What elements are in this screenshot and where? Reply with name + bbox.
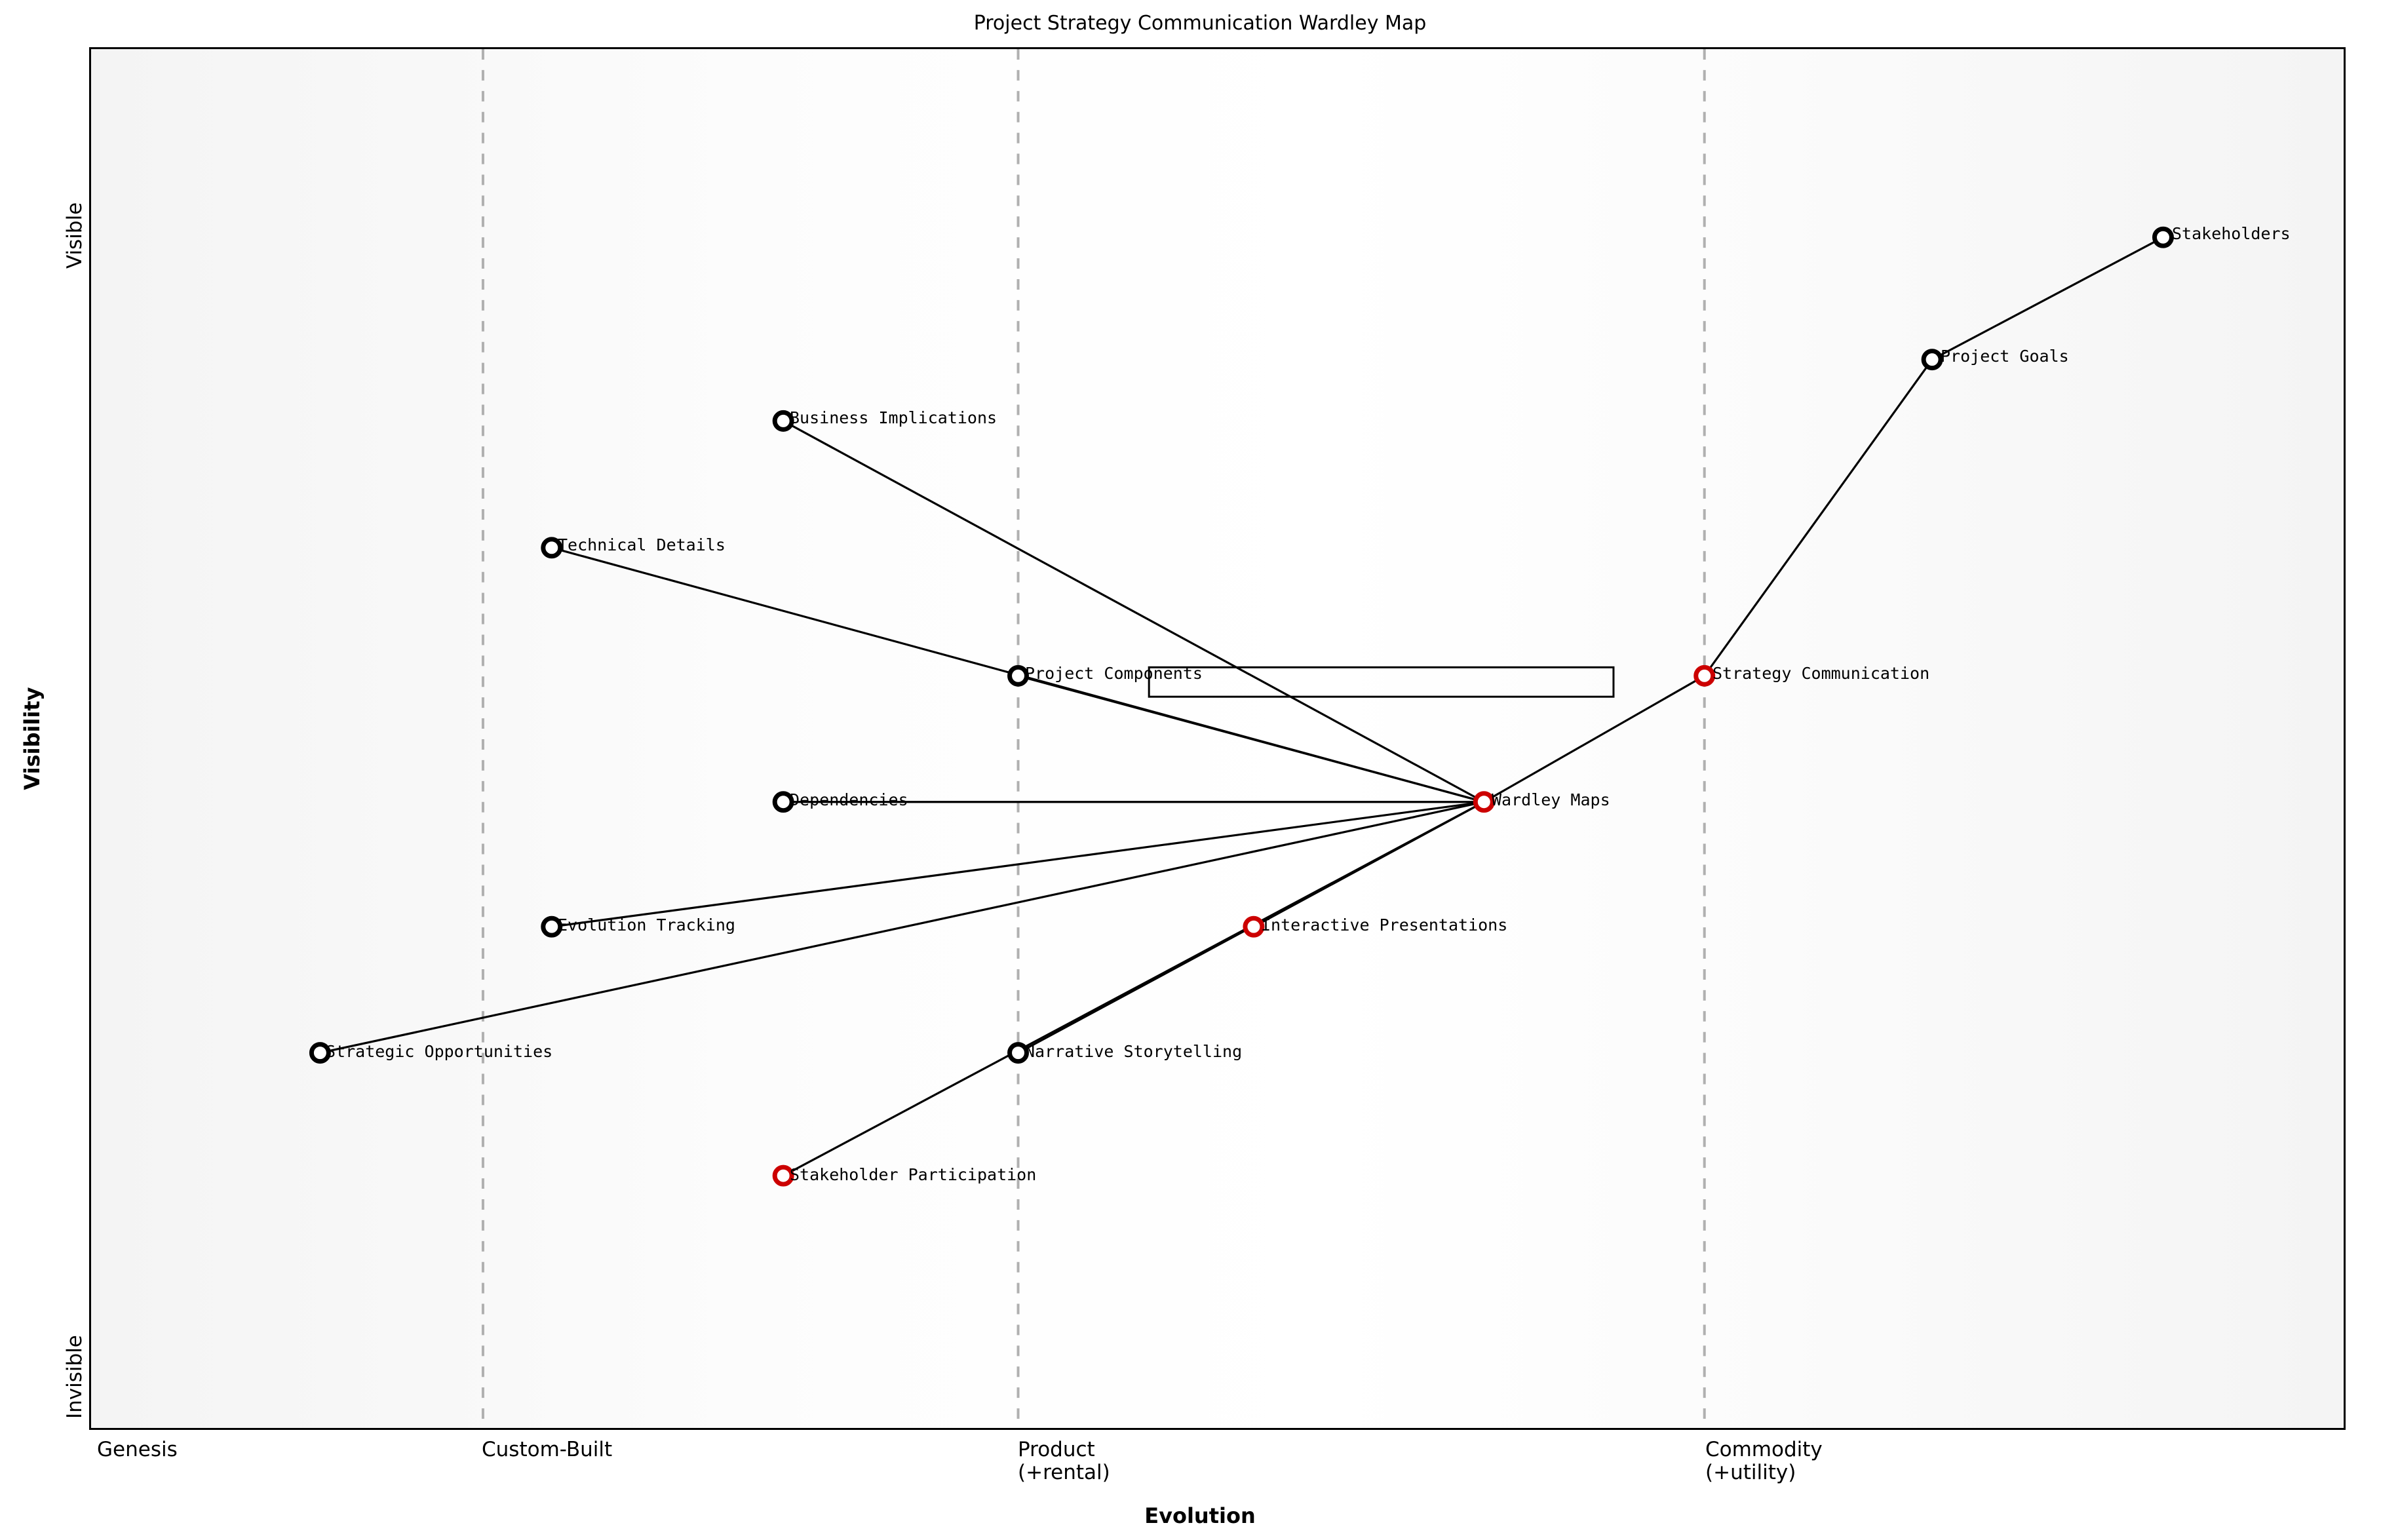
x-axis-label: Evolution <box>1144 1503 1256 1528</box>
edge-strategy_communication-to-wardley_maps <box>1482 674 1706 803</box>
edge-strategic_opportunities-to-wardley_maps <box>319 801 1485 1054</box>
node-marker-narrative_storytelling[interactable] <box>1007 1042 1030 1064</box>
edge-project_goals-to-strategy_communication <box>1703 358 1933 677</box>
node-marker-stakeholders[interactable] <box>2152 226 2174 248</box>
node-marker-strategy_communication[interactable] <box>1694 664 1716 687</box>
annotation-rect-0 <box>1148 666 1615 698</box>
gridlines-group <box>481 49 1706 1428</box>
node-marker-evolution_tracking[interactable] <box>541 915 563 938</box>
xtick-custom-built: Custom-Built <box>482 1438 613 1461</box>
plot-area: Stakeholders Project Goals Business Implic… <box>89 47 2346 1430</box>
node-marker-stakeholder_participation[interactable] <box>772 1165 794 1187</box>
node-marker-interactive_presentations[interactable] <box>1243 915 1265 938</box>
xtick-commodity: Commodity (+utility) <box>1705 1438 1823 1484</box>
node-marker-dependencies[interactable] <box>772 791 794 813</box>
map-canvas <box>309 49 2174 1428</box>
y-axis-label: Visibility <box>20 687 45 790</box>
edge-stakeholder_participation-to-wardley_maps <box>782 801 1485 1177</box>
edge-project_components-to-wardley_maps <box>1016 674 1485 803</box>
page-title: Project Strategy Communication Wardley M… <box>973 12 1427 35</box>
nodes-group <box>309 226 2174 1187</box>
node-marker-project_goals[interactable] <box>1921 349 1943 371</box>
node-marker-project_components[interactable] <box>1007 664 1030 687</box>
node-marker-wardley_maps[interactable] <box>1473 791 1495 813</box>
node-marker-business_implications[interactable] <box>772 410 794 432</box>
edges-group <box>319 236 2165 1177</box>
xtick-genesis: Genesis <box>97 1438 178 1461</box>
edge-evolution_tracking-to-wardley_maps <box>551 801 1485 928</box>
node-marker-strategic_opportunities[interactable] <box>309 1042 331 1064</box>
xtick-product: Product (+rental) <box>1018 1438 1110 1484</box>
ytick-invisible: Invisible <box>63 1335 87 1419</box>
annotations-group <box>1148 666 1615 698</box>
edge-business_implications-to-wardley_maps <box>782 419 1485 803</box>
ytick-visible: Visible <box>63 202 87 269</box>
edge-stakeholders-to-project_goals <box>1931 236 2165 361</box>
node-marker-technical_details[interactable] <box>541 537 563 559</box>
